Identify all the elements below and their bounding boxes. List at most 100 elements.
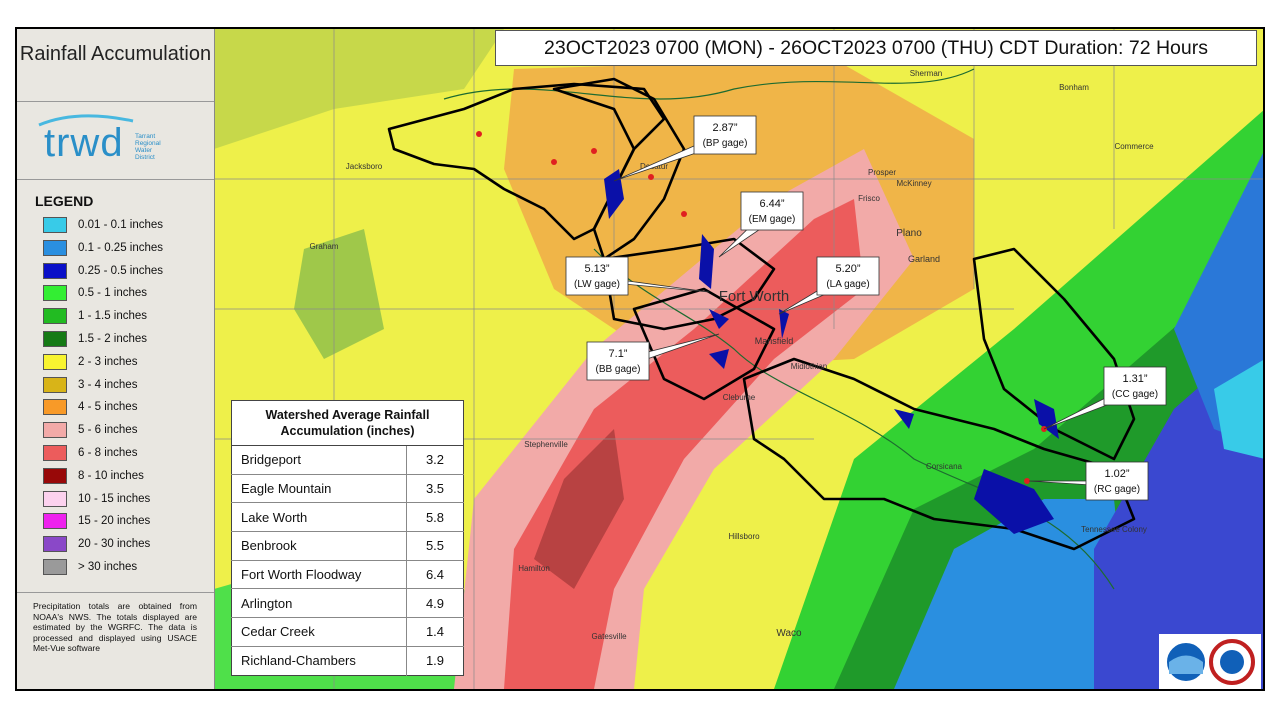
watershed-name: Lake Worth <box>231 502 407 532</box>
gage-label: (EM gage) <box>749 214 796 225</box>
place-label: Stephenville <box>524 440 568 449</box>
gage-value: 1.31” <box>1122 373 1147 385</box>
rainfall-value: 1.9 <box>406 645 464 675</box>
legend-label: 0.5 - 1 inches <box>78 287 148 300</box>
callout-box <box>1085 461 1149 501</box>
legend-swatch <box>43 308 67 325</box>
table-row: Richland-Chambers 1.9 <box>231 645 464 675</box>
lakes <box>604 169 1059 534</box>
panel-title: Rainfall Accumulation <box>19 43 212 65</box>
agency-logos <box>1159 634 1261 689</box>
rainfall-value: 3.5 <box>406 473 464 503</box>
watershed-outlines <box>387 77 1136 551</box>
gage-callouts: 2.87” (BP gage) 6.44” (EM gage) 5.13” (LW gag… <box>565 115 1167 501</box>
map: Fort Worth Plano Garland Mansfield Waco Steph… <box>214 29 1263 689</box>
table-row: Fort Worth Floodway 6.4 <box>231 559 464 589</box>
rain-zone <box>214 29 504 149</box>
place-label: Plano <box>896 228 922 239</box>
callout-box <box>693 115 757 155</box>
place-label: Sherman <box>910 69 942 78</box>
place-label: Fort Worth <box>719 288 790 305</box>
legend-swatch <box>43 422 67 439</box>
logo-wave <box>38 114 134 127</box>
page: Fort Worth Plano Garland Mansfield Waco Steph… <box>15 27 1265 691</box>
legend-label: 4 - 5 inches <box>78 401 138 414</box>
logo-wave <box>38 114 134 127</box>
legend-label: 8 - 10 inches <box>78 469 144 482</box>
table-row: Bridgeport 3.2 <box>231 445 464 475</box>
place-label: Bonham <box>1059 83 1089 92</box>
logo-org-line: Water <box>135 147 153 154</box>
place-label: McKinney <box>896 179 931 188</box>
gage-label: (CC gage) <box>1112 389 1158 400</box>
rain-zone <box>294 229 384 359</box>
watershed-name: Richland-Chambers <box>231 645 407 675</box>
noaa-logo <box>1169 655 1203 674</box>
divider <box>17 179 214 180</box>
callout-box <box>586 341 650 381</box>
legend-label: 2 - 3 inches <box>78 355 138 368</box>
gage-value: 1.02” <box>1104 468 1129 480</box>
logo-name: trwd <box>44 121 124 165</box>
legend-swatch <box>43 558 67 575</box>
callout-box <box>1103 366 1167 406</box>
watershed-name: Arlington <box>231 588 407 618</box>
gage-label: (LA gage) <box>826 279 869 290</box>
watershed-name: Bridgeport <box>231 445 407 475</box>
place-label: Tennessee Colony <box>1081 525 1147 534</box>
legend-label: 3 - 4 inches <box>78 378 138 391</box>
divider <box>17 101 214 102</box>
table-row: Cedar Creek 1.4 <box>231 617 464 647</box>
logo-org: Tarrant Regional Water District <box>135 133 161 161</box>
rain-zone <box>504 199 864 689</box>
legend-swatch <box>43 513 67 530</box>
table-row: Eagle Mountain 3.5 <box>231 473 464 503</box>
legend-title: LEGEND <box>35 193 94 209</box>
legend-swatch <box>43 262 67 279</box>
table-row: Benbrook 5.5 <box>231 531 464 561</box>
gage-label: (RC gage) <box>1094 484 1140 495</box>
rainfall-value: 5.8 <box>406 502 464 532</box>
gage-label: (BB gage) <box>595 364 640 375</box>
legend-swatch <box>43 376 67 393</box>
callout-box <box>740 191 804 231</box>
footnote: Precipitation totals are obtained from N… <box>33 601 197 654</box>
table-row: Lake Worth 5.8 <box>231 502 464 532</box>
legend-swatch <box>43 330 67 347</box>
legend-swatch <box>43 239 67 256</box>
table-title: Watershed Average Rainfall Accumulation … <box>231 400 464 446</box>
gage-label: (BP gage) <box>703 138 748 149</box>
rain-zone <box>894 499 1134 689</box>
place-label: Midlothian <box>791 362 827 371</box>
table-body: Bridgeport 3.2 Eagle Mountain 3.5 Lake Worth… <box>231 445 464 675</box>
legend-label: 0.01 - 0.1 inches <box>78 219 164 231</box>
place-label: Hamilton <box>518 564 550 573</box>
gage-value: 2.87” <box>712 122 737 134</box>
legend-label: 20 - 30 inches <box>78 538 151 551</box>
legend-label: 6 - 8 inches <box>78 446 138 459</box>
rainfall-value: 1.4 <box>406 617 464 647</box>
nws-logo <box>1220 650 1244 674</box>
legend-swatch <box>43 399 67 416</box>
table-row: Arlington 4.9 <box>231 588 464 618</box>
legend-label: 0.1 - 0.25 inches <box>78 241 164 254</box>
legend-swatch <box>43 536 67 553</box>
watershed-name: Benbrook <box>231 531 407 561</box>
gage-value: 5.20” <box>835 263 860 275</box>
logo-org-line: Tarrant <box>135 133 156 140</box>
place-label: Graham <box>310 242 339 251</box>
rainfall-value: 3.2 <box>406 445 464 475</box>
legend-label: 15 - 20 inches <box>78 515 151 528</box>
place-label: Waco <box>776 628 802 639</box>
county-lines <box>214 29 1263 689</box>
legend-label: 5 - 6 inches <box>78 424 138 437</box>
legend-swatch <box>43 444 67 461</box>
place-label: Frisco <box>858 194 880 203</box>
gage-value: 6.44” <box>759 198 784 210</box>
place-label: Commerce <box>1114 142 1154 151</box>
legend-swatch <box>43 467 67 484</box>
table-header: Watershed Average Rainfall Accumulation … <box>231 400 464 446</box>
watershed-name: Fort Worth Floodway <box>231 559 407 589</box>
place-label: Gatesville <box>591 632 627 641</box>
gage-label: (LW gage) <box>574 279 620 290</box>
